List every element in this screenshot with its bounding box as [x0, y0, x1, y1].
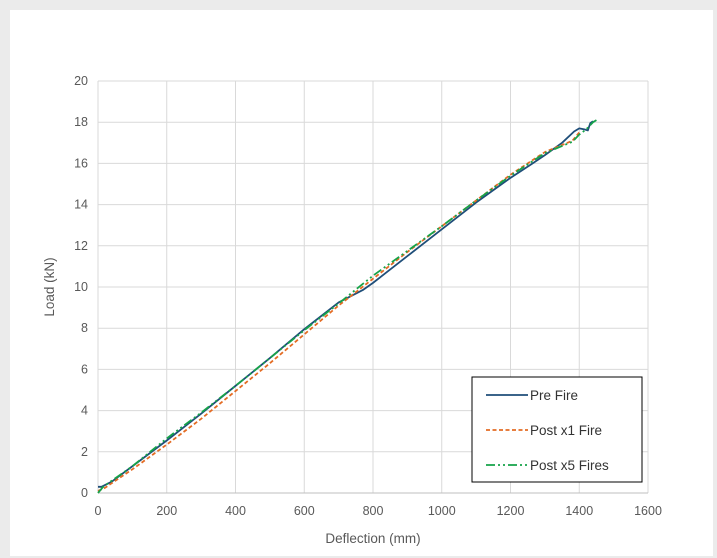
- x-tick-label: 600: [294, 504, 315, 518]
- series-line-1: [98, 120, 594, 488]
- y-tick-label: 20: [74, 74, 88, 88]
- y-tick-label: 14: [74, 198, 88, 212]
- x-tick-label: 1000: [428, 504, 456, 518]
- y-tick-label: 6: [81, 362, 88, 376]
- x-axis-title: Deflection (mm): [325, 531, 420, 546]
- chart-card: 0 2 4 6 8 10 12 14 16 18 20 0 200 400 600 800 1000 1200 14…: [10, 10, 713, 556]
- x-tick-label: 400: [225, 504, 246, 518]
- legend-label: Pre Fire: [530, 388, 578, 403]
- gridlines: [97, 80, 649, 494]
- y-tick-label: 4: [81, 404, 88, 418]
- legend-label: Post x5 Fires: [530, 458, 609, 473]
- y-tick-label: 16: [74, 156, 88, 170]
- x-tick-label: 800: [363, 504, 384, 518]
- y-tick-label: 18: [74, 115, 88, 129]
- legend: Pre Fire Post x1 Fire Post x5 Fires: [471, 376, 643, 483]
- y-tick-label: 8: [81, 321, 88, 335]
- y-axis-title: Load (kN): [42, 257, 57, 316]
- legend-label: Post x1 Fire: [530, 423, 602, 438]
- x-tick-label: 0: [95, 504, 102, 518]
- y-tick-label: 12: [74, 239, 88, 253]
- y-tick-label: 10: [74, 280, 88, 294]
- x-tick-label: 1400: [565, 504, 593, 518]
- y-tick-label: 2: [81, 445, 88, 459]
- x-tick-label: 1600: [634, 504, 662, 518]
- y-tick-label: 0: [81, 486, 88, 500]
- series-line-3: [97, 119, 597, 494]
- x-tick-label: 200: [156, 504, 177, 518]
- x-tick-label: 1200: [497, 504, 525, 518]
- series-lines: [97, 119, 597, 494]
